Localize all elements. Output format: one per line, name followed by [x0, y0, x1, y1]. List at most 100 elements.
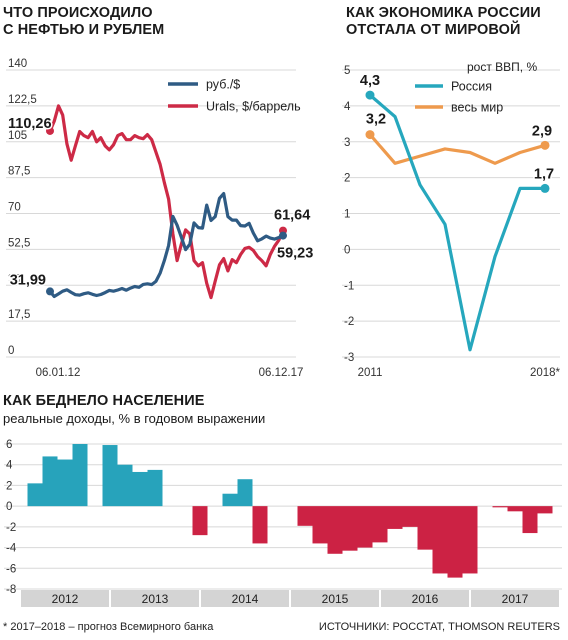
income-bar [462, 506, 478, 574]
year-label: 2014 [232, 592, 259, 606]
income-bar [447, 506, 463, 578]
russia-end-label: 1,7 [534, 166, 554, 182]
y-axis-label: рост ВВП, % [467, 60, 537, 74]
russia-gdp-line [368, 93, 545, 352]
urals-end-label: 61,64 [274, 208, 310, 224]
y-tick-label: 4 [6, 460, 13, 472]
oil-ruble-value-labels: 31,99 59,23 110,26 61,64 [7, 114, 315, 289]
ruble-usd-line-end-point [279, 231, 287, 240]
y-tick-label: 35 [8, 273, 21, 285]
income-bar [417, 506, 433, 550]
y-tick-label: 2 [6, 480, 12, 492]
income-bar [432, 506, 448, 574]
legend-label: весь мир [451, 101, 503, 115]
y-tick-label: -6 [6, 563, 16, 575]
income-bar [42, 456, 58, 507]
world-gdp-line-end-point [540, 140, 550, 150]
gdp-series [365, 90, 550, 352]
y-tick-label: 0 [344, 244, 350, 256]
income-bar [402, 506, 418, 527]
y-tick-label: -8 [6, 584, 16, 596]
income-gridlines [4, 443, 562, 590]
income-year-band: 2012 2013 2014 2015 2016 2017 [21, 590, 559, 607]
y-tick-label: 70 [8, 202, 21, 214]
urals-price-line-start-point [46, 126, 54, 135]
income-bar [342, 506, 358, 551]
income-bar [327, 506, 343, 554]
y-tick-label: 87,5 [8, 166, 30, 178]
ruble-start-label: 31,99 [10, 272, 46, 288]
y-tick-label: 6 [6, 439, 12, 451]
urals-price-line [48, 104, 285, 300]
world-gdp-line [368, 133, 546, 165]
income-bar [507, 506, 523, 512]
year-label: 2015 [322, 592, 349, 606]
income-bar [522, 506, 538, 534]
income-y-ticks: -8 -6 -4 -2 0 2 4 6 [6, 439, 17, 596]
gdp-value-labels: 4,3 1,7 3,2 2,9 [358, 72, 555, 184]
y-tick-label: -2 [6, 522, 16, 534]
urals-price-line-end-point [279, 226, 287, 235]
gdp-gridlines [342, 69, 560, 358]
income-bar [102, 445, 118, 507]
year-band-cell [291, 590, 379, 607]
income-bar [252, 506, 268, 544]
world-gdp-line-start-point [365, 130, 375, 140]
income-bar [57, 459, 73, 507]
oil-ruble-x-ticks: 06.01.12 06.12.17 [36, 367, 304, 379]
russia-start-label: 4,3 [360, 73, 380, 89]
y-tick-label: -1 [344, 280, 354, 292]
income-bars [27, 444, 553, 578]
year-label: 2016 [412, 592, 439, 606]
ruble-usd-line-start-point [46, 287, 54, 296]
year-band-cell [21, 590, 109, 607]
oil-ruble-series [46, 104, 287, 300]
year-label: 2017 [502, 592, 529, 606]
income-bar [387, 506, 403, 529]
y-tick-label: 140 [8, 58, 27, 70]
year-label: 2013 [142, 592, 169, 606]
gdp-title-line-1: КАК ЭКОНОМИКА РОССИИ [346, 5, 541, 21]
legend-label: Россия [451, 80, 492, 94]
sources-note: ИСТОЧНИКИ: РОССТАТ, THOMSON REUTERS [318, 621, 560, 633]
y-tick-label: 0 [8, 345, 14, 357]
y-tick-label: 5 [344, 65, 350, 77]
oil-ruble-title-line-2: С НЕФТЬЮ И РУБЛЕМ [3, 22, 165, 38]
x-tick-label: 06.01.12 [36, 367, 81, 379]
y-tick-label: -3 [344, 352, 354, 364]
y-tick-label: 4 [344, 101, 351, 113]
gdp-legend: рост ВВП, % Россия весь мир [415, 60, 537, 115]
ruble-end-label: 59,23 [277, 246, 313, 262]
world-start-label: 3,2 [366, 112, 386, 128]
ruble-usd-line [48, 192, 284, 299]
year-band-cell [111, 590, 199, 607]
income-bar [537, 506, 553, 514]
y-tick-label: 3 [344, 137, 350, 149]
y-tick-label: -4 [6, 543, 17, 555]
russia-gdp-line-start-point [365, 90, 375, 100]
oil-ruble-y-ticks: 0 17,5 35 52,5 70 87,5 105 122,5 140 [8, 58, 37, 357]
x-tick-label: 2011 [358, 367, 383, 379]
year-band-cell [201, 590, 289, 607]
oil-ruble-chart-title: ЧТО ПРОИСХОДИЛО С НЕФТЬЮ И РУБЛЕМ [3, 5, 164, 39]
gdp-title-line-2: ОТСТАЛА ОТ МИРОВОЙ [346, 22, 521, 38]
y-tick-label: 17,5 [8, 309, 30, 321]
y-tick-label: 122,5 [8, 94, 37, 106]
income-bar [117, 464, 133, 507]
income-bar [132, 471, 148, 507]
y-tick-label: 105 [8, 130, 27, 142]
year-band-cell [471, 590, 559, 607]
russia-gdp-line-end-point [540, 183, 550, 193]
legend-label: Urals, $/баррель [206, 100, 301, 114]
income-bar [222, 493, 238, 507]
legend-label: руб./$ [206, 78, 240, 92]
urals-start-label: 110,26 [8, 116, 52, 132]
world-end-label: 2,9 [532, 123, 552, 139]
income-bar [372, 506, 388, 543]
oil-ruble-title-line-1: ЧТО ПРОИСХОДИЛО [3, 5, 153, 21]
y-tick-label: -2 [344, 316, 354, 328]
x-tick-label: 06.12.17 [259, 367, 304, 379]
